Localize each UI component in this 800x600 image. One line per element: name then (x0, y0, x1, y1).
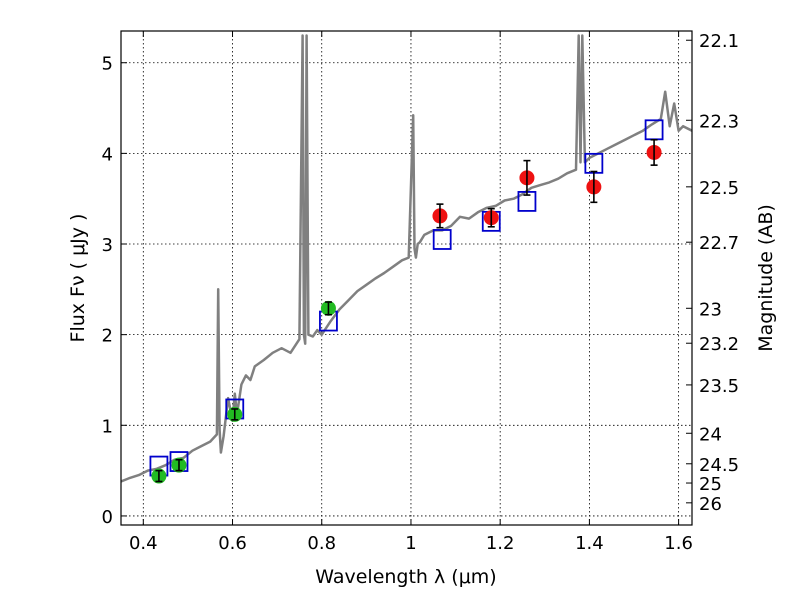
y-axis-title: Flux Fν ( μJy ) (67, 214, 89, 343)
right-tick-label: 23.5 (699, 376, 739, 397)
right-tick-label: 26 (699, 494, 722, 515)
x-tick-label: 1.6 (664, 533, 693, 554)
photometry-marks (149, 119, 664, 484)
right-tick-label: 24.5 (699, 455, 739, 476)
right-tick-label: 24 (699, 424, 722, 445)
right-tick-label: 22.3 (699, 111, 739, 132)
plot-area (121, 34, 692, 484)
y-tick-label: 1 (102, 416, 113, 437)
right-tick-label: 22.5 (699, 178, 739, 199)
right-tick-label: 25 (699, 474, 722, 495)
y-tick-label: 2 (102, 326, 113, 347)
x-tick-label: 0.6 (218, 533, 247, 554)
plot-frame (120, 30, 693, 526)
right-tick-label: 23 (699, 299, 722, 320)
x-tick-label: 1.2 (486, 533, 515, 554)
x-tick-label: 1 (405, 533, 416, 554)
y-tick-label: 4 (102, 144, 113, 165)
grid-lines (121, 31, 692, 525)
tick-labels: 0.4 0.6 0.8 1 1.2 1.4 1.601234522.122.322.522.… (102, 31, 740, 554)
right-axis-title: Magnitude (AB) (755, 204, 777, 352)
y-tick-label: 0 (102, 507, 113, 528)
right-tick-label: 22.1 (699, 31, 739, 52)
x-tick-label: 0.8 (307, 533, 336, 554)
y-tick-label: 5 (102, 54, 113, 75)
model-photometry-square (432, 229, 452, 250)
y-tick-label: 3 (102, 235, 113, 256)
right-tick-label: 22.7 (699, 233, 739, 254)
sed-spectrum-line (121, 34, 692, 483)
x-tick-label: 0.4 (129, 533, 158, 554)
axis-ticks (121, 31, 692, 525)
right-tick-label: 23.2 (699, 334, 739, 355)
x-axis-title: Wavelength λ (μm) (315, 566, 496, 588)
x-tick-label: 1.4 (575, 533, 604, 554)
